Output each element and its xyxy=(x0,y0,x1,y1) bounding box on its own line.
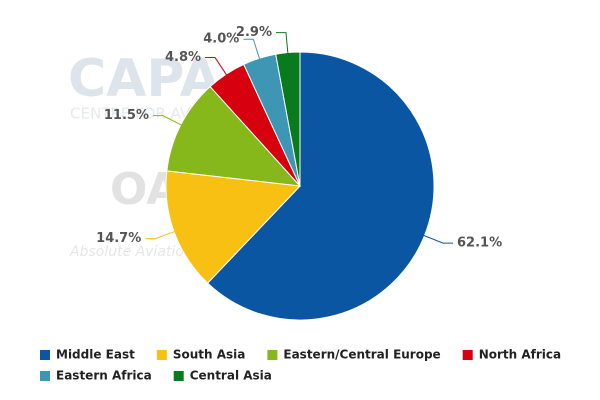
data-label: 11.5% xyxy=(104,108,149,123)
legend-swatch xyxy=(462,350,473,360)
leader-line xyxy=(275,32,289,57)
data-label: 14.7% xyxy=(96,231,141,246)
legend-swatch xyxy=(267,350,278,360)
data-label: 62.1% xyxy=(457,236,502,251)
leader-line xyxy=(420,233,454,244)
leader-line xyxy=(145,229,178,240)
legend-swatch xyxy=(173,371,184,381)
legend-swatch xyxy=(40,350,50,360)
leader-line xyxy=(205,57,229,78)
legend-swatch xyxy=(40,371,50,381)
legend-label: Central Asia xyxy=(190,369,272,383)
legend-label: Middle East xyxy=(56,348,135,362)
legend-swatch xyxy=(156,350,167,360)
legend-label: Eastern Africa xyxy=(56,369,152,383)
legend-label: South Asia xyxy=(173,348,246,362)
leader-line xyxy=(153,115,185,128)
watermark: CAPA xyxy=(68,49,220,109)
legend-label: Eastern/Central Europe xyxy=(283,348,440,362)
data-label: 4.8% xyxy=(165,50,201,65)
legend-label: North Africa xyxy=(479,348,561,362)
data-label: 2.9% xyxy=(236,25,272,40)
leader-line xyxy=(243,38,262,63)
data-label: 4.0% xyxy=(203,32,239,47)
